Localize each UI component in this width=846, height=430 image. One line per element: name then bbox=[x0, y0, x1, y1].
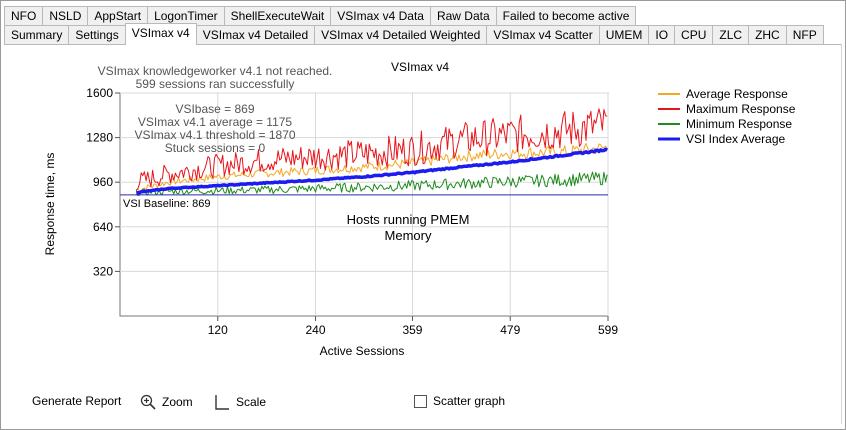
summary-note: Stuck sessions = 0 bbox=[165, 141, 266, 155]
series-line-vsi-index-average bbox=[136, 147, 609, 195]
tab-zhc[interactable]: ZHC bbox=[748, 25, 787, 44]
vsimax-chart: 320 640 960 1280 1600 120 240 359 479 599 VSI Bas… bbox=[43, 60, 796, 358]
summary-note: VSImax v4.1 threshold = 1870 bbox=[134, 128, 295, 142]
baseline-label: VSI Baseline: 869 bbox=[123, 198, 210, 210]
y-tick-label: 1600 bbox=[86, 86, 113, 100]
tab-row-bottom: Summary Settings VSImax v4 VSImax v4 Detail… bbox=[4, 23, 824, 45]
tab-umem[interactable]: UMEM bbox=[598, 25, 650, 44]
series-line-average-response bbox=[136, 142, 608, 192]
summary-note: VSImax knowledgeworker v4.1 not reached. bbox=[98, 64, 333, 78]
y-tick-label: 320 bbox=[93, 264, 113, 278]
x-tick-label: 359 bbox=[402, 323, 422, 337]
summary-note: VSImax v4.1 average = 1175 bbox=[138, 115, 293, 129]
tab-row-top: NFO NSLD AppStart LogonTimer ShellExecuteWai… bbox=[4, 6, 637, 26]
tab-appstart[interactable]: AppStart bbox=[87, 6, 149, 25]
y-tick-label: 1280 bbox=[86, 131, 113, 145]
scale-label: Scale bbox=[236, 395, 267, 409]
tab-shellexecutewait[interactable]: ShellExecuteWait bbox=[223, 6, 332, 25]
scatter-graph-label: Scatter graph bbox=[433, 394, 506, 408]
tab-nsld[interactable]: NSLD bbox=[42, 6, 89, 25]
tab-nfo[interactable]: NFO bbox=[4, 6, 44, 25]
x-tick-label: 479 bbox=[500, 323, 520, 337]
tab-vsimax-v4[interactable]: VSImax v4 bbox=[124, 23, 197, 45]
baseline-group: VSI Baseline: 869 bbox=[120, 194, 608, 210]
series-line-minimum-response bbox=[135, 171, 608, 197]
tab-nfp[interactable]: NFP bbox=[785, 25, 824, 44]
tab-vsimax-v4-data[interactable]: VSImax v4 Data bbox=[330, 6, 431, 25]
y-tick-label: 640 bbox=[93, 220, 113, 234]
legend-entry: Minimum Response bbox=[686, 117, 792, 131]
zoom-icon bbox=[140, 394, 156, 410]
scatter-graph-checkbox[interactable] bbox=[414, 394, 427, 408]
bottom-toolbar: Generate Report Zoom Scale Scatter graph bbox=[0, 392, 846, 412]
zoom-label: Zoom bbox=[162, 395, 193, 409]
summary-notes: VSImax knowledgeworker v4.1 not reached.… bbox=[98, 64, 333, 155]
summary-note: VSIbase = 869 bbox=[175, 102, 254, 116]
scale-icon bbox=[215, 395, 229, 410]
summary-note: 599 sessions ran successfully bbox=[136, 77, 295, 91]
tab-logontimer[interactable]: LogonTimer bbox=[147, 6, 225, 25]
grid bbox=[120, 92, 609, 316]
x-tick-label: 599 bbox=[598, 323, 618, 337]
panel-edge bbox=[841, 44, 842, 424]
tab-settings[interactable]: Settings bbox=[68, 25, 126, 44]
series-line-maximum-response bbox=[135, 108, 608, 191]
tab-zlc[interactable]: ZLC bbox=[712, 25, 750, 44]
x-tick-label: 120 bbox=[208, 323, 228, 337]
y-axis-label: Response time, ms bbox=[43, 153, 57, 256]
tab-vsimax-v4-detailed-weighted[interactable]: VSImax v4 Detailed Weighted bbox=[314, 25, 488, 44]
generate-report-label: Generate Report bbox=[32, 394, 122, 408]
tab-io[interactable]: IO bbox=[648, 25, 676, 44]
zoom-button[interactable]: Zoom bbox=[140, 394, 193, 410]
legend-entry: Average Response bbox=[686, 87, 788, 101]
tab-raw-data[interactable]: Raw Data bbox=[429, 6, 497, 25]
series-group bbox=[135, 108, 609, 197]
tab-summary[interactable]: Summary bbox=[4, 25, 70, 44]
legend-entry: Maximum Response bbox=[686, 102, 796, 116]
tab-failed-to-become-active[interactable]: Failed to become active bbox=[495, 6, 637, 25]
generate-report-button[interactable]: Generate Report bbox=[32, 394, 121, 408]
tab-cpu[interactable]: CPU bbox=[674, 25, 714, 44]
axis-ticks: 320 640 960 1280 1600 120 240 359 479 599 bbox=[86, 86, 618, 337]
tab-divider bbox=[4, 44, 842, 45]
tab-vsimax-v4-detailed[interactable]: VSImax v4 Detailed bbox=[195, 25, 316, 44]
scale-button[interactable]: Scale bbox=[214, 394, 266, 410]
x-tick-label: 240 bbox=[306, 323, 326, 337]
annotation-line: Memory bbox=[385, 228, 432, 243]
annotation-line: Hosts running PMEM bbox=[347, 212, 470, 227]
plot-area bbox=[119, 92, 609, 317]
y-tick-label: 960 bbox=[93, 175, 113, 189]
chart-title: VSImax v4 bbox=[391, 60, 449, 74]
x-axis-label: Active Sessions bbox=[320, 344, 405, 358]
legend-entry: VSI Index Average bbox=[686, 132, 786, 146]
scatter-graph-toggle[interactable]: Scatter graph bbox=[414, 394, 505, 408]
tab-vsimax-v4-scatter[interactable]: VSImax v4 Scatter bbox=[486, 25, 600, 44]
